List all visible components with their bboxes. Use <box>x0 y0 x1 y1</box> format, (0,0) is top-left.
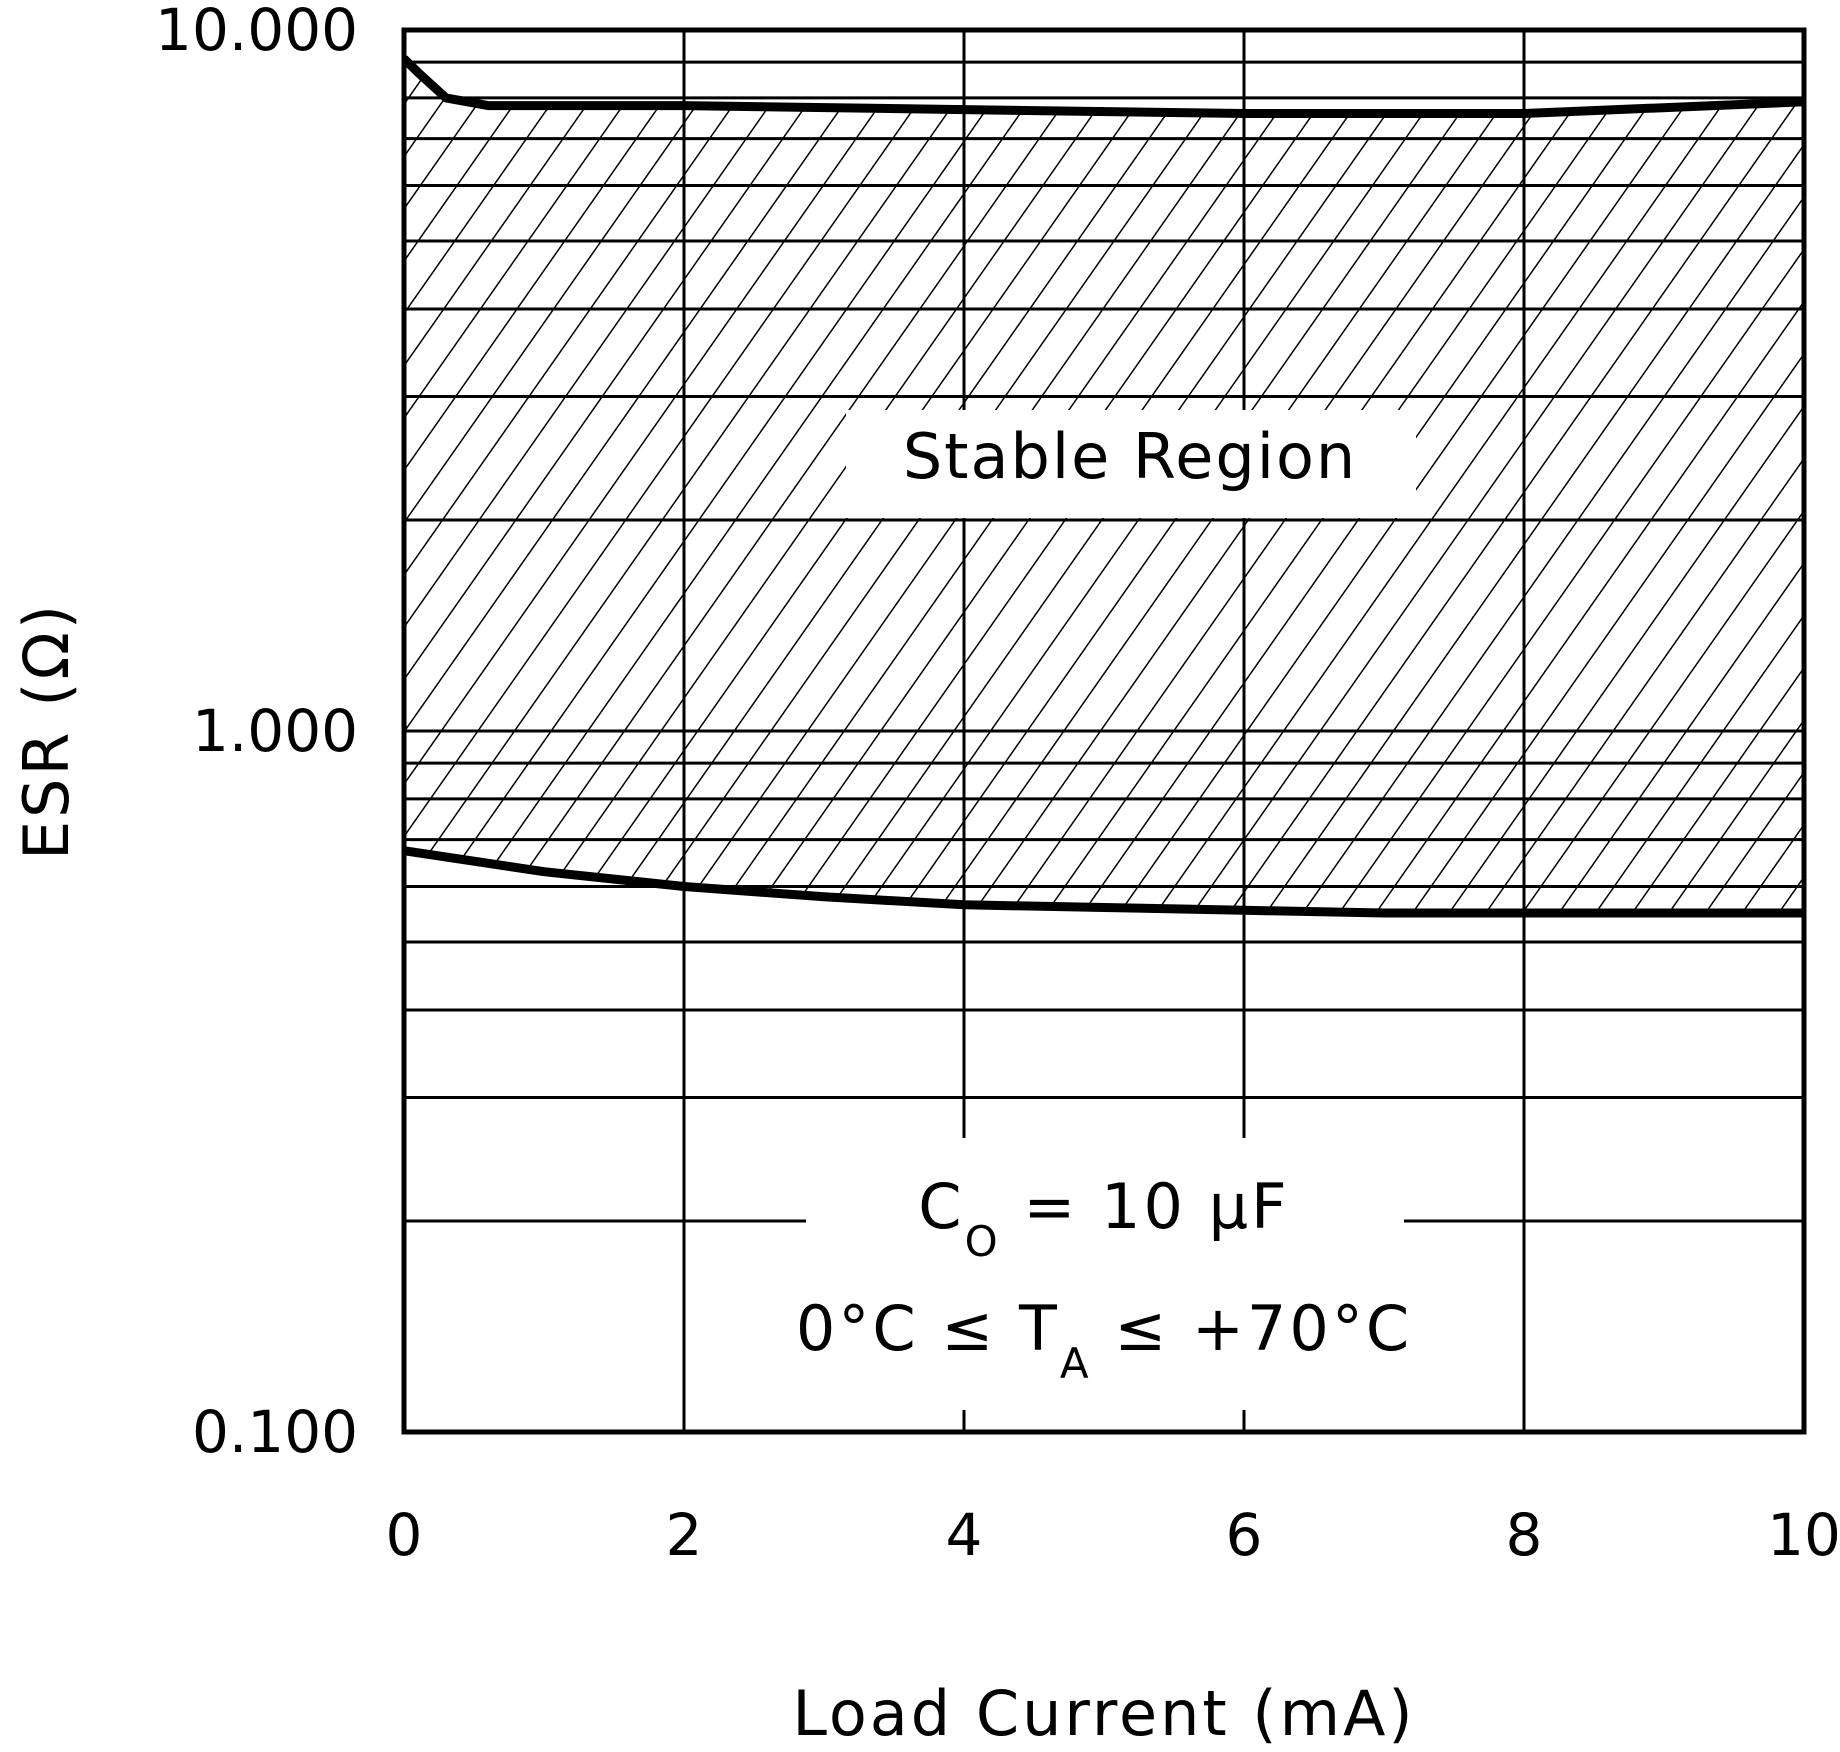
upper-boundary-line <box>404 55 1804 118</box>
x-tick-label: 6 <box>1226 1501 1263 1569</box>
y-tick-label: 0.100 <box>192 1398 358 1466</box>
x-tick-label: 10 <box>1767 1501 1840 1569</box>
x-tick-labels: 0 2 4 6 8 10 <box>386 1501 1840 1569</box>
condition-capacitance: CO = 10 μF <box>918 1170 1289 1266</box>
x-axis-title: Load Current (mA) <box>792 1677 1415 1750</box>
y-axis-title: ESR (Ω) <box>10 602 83 860</box>
x-tick-label: 4 <box>946 1501 983 1569</box>
condition-temperature-right: ≤ +70°C <box>1092 1292 1413 1365</box>
y-tick-labels: 0.100 1.000 10.000 <box>155 0 358 1466</box>
x-tick-label: 2 <box>666 1501 703 1569</box>
boundary-curves <box>404 55 1804 918</box>
y-tick-label: 10.000 <box>155 0 358 64</box>
x-tick-label: 8 <box>1506 1501 1543 1569</box>
y-tick-label: 1.000 <box>192 697 358 765</box>
stable-region-label: Stable Region <box>903 420 1357 493</box>
condition-temperature-subscript: A <box>1060 1339 1092 1388</box>
stable-region-label-background <box>846 410 1416 518</box>
lower-boundary-line <box>404 846 1804 918</box>
conditions-box-background <box>806 1138 1404 1410</box>
condition-temperature-left: 0°C ≤ T <box>796 1292 1060 1365</box>
grid <box>404 30 1804 1432</box>
condition-capacitance-subscript: O <box>965 1217 1001 1266</box>
condition-capacitance-symbol: C <box>918 1170 964 1243</box>
condition-capacitance-value: = 10 μF <box>1001 1170 1290 1243</box>
condition-temperature: 0°C ≤ TA ≤ +70°C <box>796 1292 1412 1388</box>
x-tick-label: 0 <box>386 1501 423 1569</box>
plot-frame <box>401 27 1807 1435</box>
